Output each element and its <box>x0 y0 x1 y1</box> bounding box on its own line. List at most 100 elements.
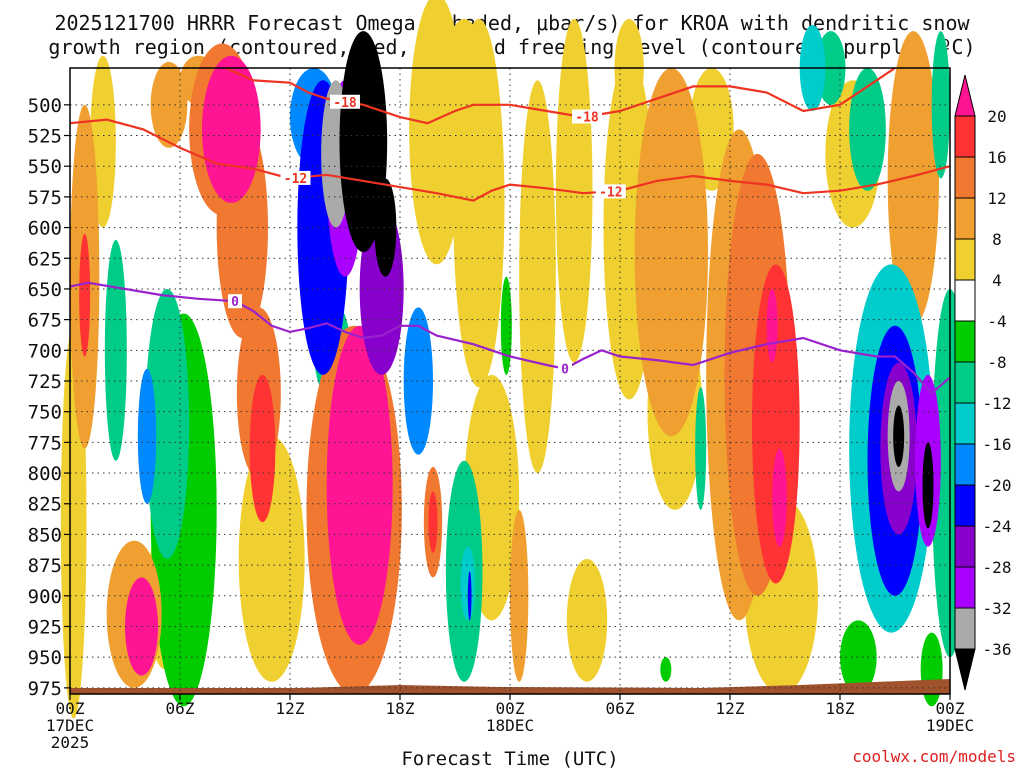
watermark: coolwx.com/models <box>852 747 1016 766</box>
colorbar-segment-13 <box>954 607 976 650</box>
omega-cell-61 <box>326 325 393 645</box>
contour-line-0 <box>225 66 896 125</box>
contour-label-0-0: -18 <box>333 96 357 111</box>
contour-label-1-1: -12 <box>599 185 622 200</box>
omega-cell-72 <box>893 405 905 467</box>
x-tick-label-h0-1: 17DEC <box>46 716 94 735</box>
y-tick-label-550: 550 <box>28 156 62 178</box>
colorbar-segment-14 <box>954 648 976 691</box>
contour-label-0-1: -18 <box>575 110 599 125</box>
colorbar-segment-0 <box>954 74 976 117</box>
contour-label-bg-1-0 <box>280 170 311 185</box>
y-axis: 500 525 550 575 600 625 650 675 700 725 750 775 800 8… <box>28 95 70 700</box>
y-tick-label-700: 700 <box>28 340 62 362</box>
colorbar-label-13: -36 <box>983 640 1012 659</box>
omega-cell-8 <box>519 80 556 474</box>
y-tick-label-650: 650 <box>28 279 62 301</box>
colorbar-label-4: 4 <box>992 271 1002 290</box>
colorbar-segment-12 <box>954 566 976 609</box>
omega-cell-57 <box>202 55 261 204</box>
x-tick-label-h6-0: 06Z <box>166 699 195 718</box>
y-tick-label-575: 575 <box>28 187 62 209</box>
dgz-contours: -18 -18 -12 -12 0 0 <box>69 66 951 395</box>
colorbar-label-10: -24 <box>983 517 1012 536</box>
omega-cell-26 <box>510 509 529 682</box>
contour-line-2 <box>69 281 951 395</box>
x-axis-label: Forecast Time (UTC) <box>401 748 618 768</box>
x-tick-label-h24-1: 18DEC <box>486 716 534 735</box>
colorbar-label-12: -32 <box>983 599 1012 618</box>
omega-cell-19 <box>453 18 505 388</box>
y-tick-label-600: 600 <box>28 218 62 240</box>
colorbar-label-11: -28 <box>983 558 1012 577</box>
colorbar-label-9: -20 <box>983 476 1012 495</box>
y-tick-label-800: 800 <box>28 463 62 485</box>
colorbar-segment-10 <box>954 484 976 527</box>
colorbar-segment-11 <box>954 525 976 568</box>
omega-cell-46 <box>460 546 476 621</box>
colorbar-label-8: -16 <box>983 435 1012 454</box>
omega-cell-22 <box>104 239 127 461</box>
omega-cell-37 <box>849 68 886 191</box>
y-tick-label-775: 775 <box>28 432 62 454</box>
colorbar-segment-5 <box>954 279 976 322</box>
omega-cell-51 <box>79 233 91 357</box>
colorbar-label-1: 16 <box>987 148 1006 167</box>
omega-cell-63 <box>772 448 787 547</box>
y-tick-label-950: 950 <box>28 647 62 669</box>
colorbar-label-2: 12 <box>987 189 1006 208</box>
contour-line-1 <box>69 118 951 202</box>
omega-cell-15 <box>660 657 672 682</box>
omega-cell-13 <box>840 620 877 694</box>
grid-lines <box>69 68 951 694</box>
omega-cell-14 <box>920 632 943 707</box>
contour-label-1-0: -12 <box>284 172 307 187</box>
omega-cell-73 <box>922 442 934 529</box>
colorbar-segment-1 <box>954 115 976 158</box>
y-tick-label-925: 925 <box>28 616 62 638</box>
colorbar: 20 16 12 8 4 -4 -8 -12 -16 -20 -24 -28 -32 -36 <box>954 74 1012 691</box>
omega-cell-28 <box>695 387 707 510</box>
y-tick-label-975: 975 <box>28 678 62 700</box>
omega-cell-48 <box>137 368 157 504</box>
colorbar-segment-4 <box>954 238 976 281</box>
colorbar-segment-7 <box>954 361 976 404</box>
colorbar-label-3: 8 <box>992 230 1002 249</box>
y-tick-label-725: 725 <box>28 371 62 393</box>
contour-label-bg-0-1 <box>572 109 602 124</box>
omega-cell-50 <box>249 374 276 523</box>
colorbar-label-7: -12 <box>983 394 1012 413</box>
omega-cell-54 <box>428 491 438 553</box>
x-tick-label-h0-0: 00Z <box>56 699 85 718</box>
chart-title-line1: 2025121700 HRRR Forecast Omega (shaded, … <box>54 11 970 35</box>
y-tick-label-500: 500 <box>28 95 62 117</box>
contour-label-bg-2-1 <box>558 361 572 376</box>
contour-label-2-1: 0 <box>561 363 569 378</box>
omega-cell-7 <box>500 276 512 375</box>
colorbar-segment-8 <box>954 402 976 445</box>
x-tick-label-h24-0: 00Z <box>496 699 525 718</box>
colorbar-segment-3 <box>954 197 976 240</box>
x-tick-label-h0-2: 2025 <box>51 733 90 752</box>
colorbar-segment-6 <box>954 320 976 363</box>
omega-cell-58 <box>467 571 472 621</box>
omega-cell-27 <box>634 68 708 437</box>
colorbar-label-0: 20 <box>987 107 1006 126</box>
y-tick-label-625: 625 <box>28 248 62 270</box>
omega-cell-59 <box>766 288 778 363</box>
x-tick-label-h42-0: 18Z <box>826 699 855 718</box>
contour-label-bg-0-0 <box>330 94 360 109</box>
x-tick-label-h48-1: 19DEC <box>926 716 974 735</box>
colorbar-segment-2 <box>954 156 976 199</box>
y-tick-label-525: 525 <box>28 126 62 148</box>
contour-label-2-0: 0 <box>231 295 239 310</box>
colorbar-segment-9 <box>954 443 976 486</box>
colorbar-label-5: -4 <box>987 312 1006 331</box>
y-tick-label-675: 675 <box>28 310 62 332</box>
contour-label-bg-2-0 <box>228 294 242 309</box>
omega-cell-53 <box>403 307 434 455</box>
x-tick-label-h12-0: 12Z <box>276 699 305 718</box>
y-tick-label-750: 750 <box>28 402 62 424</box>
